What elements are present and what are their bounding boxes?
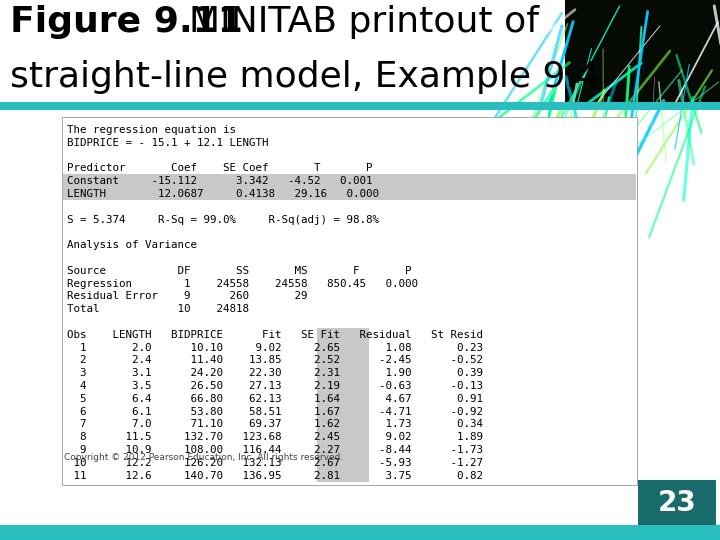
Bar <box>317 328 369 341</box>
Text: MINITAB printout of: MINITAB printout of <box>166 5 539 39</box>
Bar <box>0 525 720 540</box>
Bar <box>565 0 720 108</box>
Bar <box>317 417 369 431</box>
Text: The regression equation is: The regression equation is <box>67 125 236 135</box>
Text: Figure 9.11: Figure 9.11 <box>10 5 243 39</box>
Text: 2       2.4      11.40    13.85     2.52      -2.45      -0.52: 2 2.4 11.40 13.85 2.52 -2.45 -0.52 <box>67 355 483 366</box>
Bar <box>0 0 720 110</box>
Text: 6       6.1      53.80    58.51     1.67      -4.71      -0.92: 6 6.1 53.80 58.51 1.67 -4.71 -0.92 <box>67 407 483 416</box>
Bar <box>317 392 369 405</box>
Bar <box>317 379 369 392</box>
Text: 23: 23 <box>657 489 696 517</box>
Text: 10      12.2     126.20   132.13     2.67      -5.93      -1.27: 10 12.2 126.20 132.13 2.67 -5.93 -1.27 <box>67 458 483 468</box>
Bar <box>0 102 720 110</box>
Text: BIDPRICE = - 15.1 + 12.1 LENGTH: BIDPRICE = - 15.1 + 12.1 LENGTH <box>67 138 269 148</box>
Text: Total            10    24818: Total 10 24818 <box>67 304 249 314</box>
Bar <box>62 117 637 485</box>
Bar <box>317 469 369 482</box>
Text: Copyright © 2012 Pearson Education, Inc. All rights reserved.: Copyright © 2012 Pearson Education, Inc.… <box>64 453 343 462</box>
Text: S = 5.374     R-Sq = 99.0%     R-Sq(adj) = 98.8%: S = 5.374 R-Sq = 99.0% R-Sq(adj) = 98.8% <box>67 214 379 225</box>
Bar <box>63 174 636 187</box>
Bar <box>317 366 369 380</box>
Bar <box>317 443 369 456</box>
Text: Obs    LENGTH   BIDPRICE      Fit   SE Fit   Residual   St Resid: Obs LENGTH BIDPRICE Fit SE Fit Residual … <box>67 330 483 340</box>
Text: 11      12.6     140.70   136.95     2.81       3.75       0.82: 11 12.6 140.70 136.95 2.81 3.75 0.82 <box>67 470 483 481</box>
Text: Analysis of Variance: Analysis of Variance <box>67 240 197 250</box>
Text: 1       2.0      10.10     9.02     2.65       1.08       0.23: 1 2.0 10.10 9.02 2.65 1.08 0.23 <box>67 342 483 353</box>
Bar <box>317 456 369 469</box>
Bar <box>317 430 369 443</box>
Text: LENGTH        12.0687     0.4138   29.16   0.000: LENGTH 12.0687 0.4138 29.16 0.000 <box>67 189 379 199</box>
Text: 5       6.4      66.80    62.13     1.64       4.67       0.91: 5 6.4 66.80 62.13 1.64 4.67 0.91 <box>67 394 483 404</box>
Text: Predictor       Coef    SE Coef       T       P: Predictor Coef SE Coef T P <box>67 164 372 173</box>
Bar <box>317 404 369 418</box>
Bar <box>63 187 636 200</box>
Bar <box>638 480 716 525</box>
Text: Source           DF       SS       MS       F       P: Source DF SS MS F P <box>67 266 412 276</box>
Bar <box>317 353 369 367</box>
Text: 4       3.5      26.50    27.13     2.19      -0.63      -0.13: 4 3.5 26.50 27.13 2.19 -0.63 -0.13 <box>67 381 483 391</box>
Text: 8      11.5     132.70   123.68     2.45       9.02       1.89: 8 11.5 132.70 123.68 2.45 9.02 1.89 <box>67 432 483 442</box>
Text: 3       3.1      24.20    22.30     2.31       1.90       0.39: 3 3.1 24.20 22.30 2.31 1.90 0.39 <box>67 368 483 378</box>
Text: Constant     -15.112      3.342   -4.52   0.001: Constant -15.112 3.342 -4.52 0.001 <box>67 176 372 186</box>
Text: 9      10.9     108.00   116.44     2.27      -8.44      -1.73: 9 10.9 108.00 116.44 2.27 -8.44 -1.73 <box>67 445 483 455</box>
Text: Regression        1    24558    24558   850.45   0.000: Regression 1 24558 24558 850.45 0.000 <box>67 279 418 288</box>
Text: Residual Error    9      260       29: Residual Error 9 260 29 <box>67 292 307 301</box>
Bar <box>317 341 369 354</box>
Text: 7       7.0      71.10    69.37     1.62       1.73       0.34: 7 7.0 71.10 69.37 1.62 1.73 0.34 <box>67 420 483 429</box>
Text: straight-line model, Example 9.4: straight-line model, Example 9.4 <box>10 60 600 94</box>
